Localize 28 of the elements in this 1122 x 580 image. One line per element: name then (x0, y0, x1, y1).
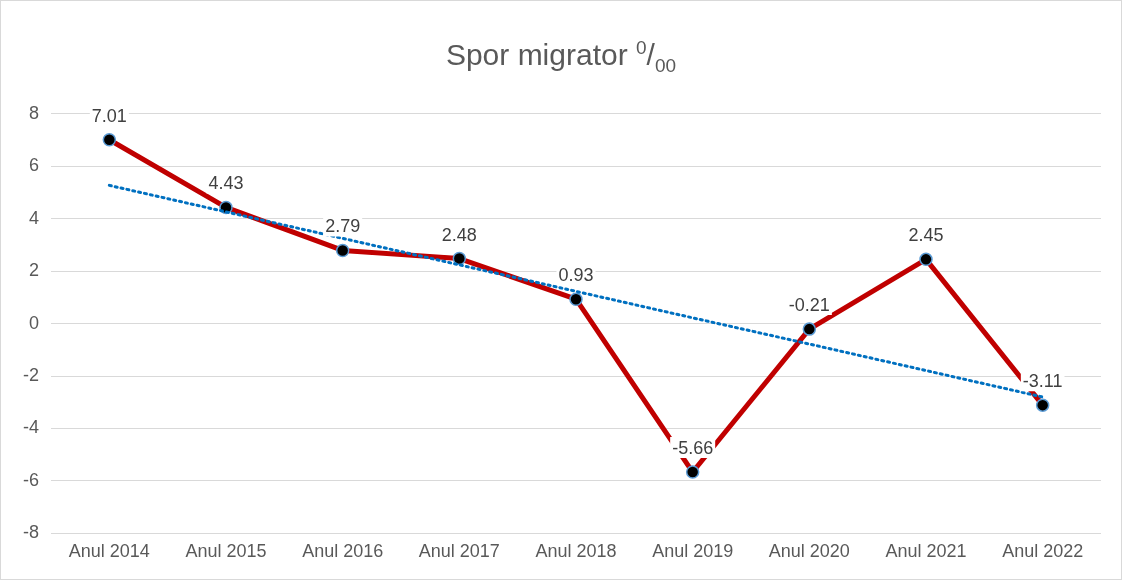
x-tick-label: Anul 2018 (535, 541, 617, 562)
y-tick-label: -6 (22, 469, 39, 490)
x-tick-label: Anul 2022 (1002, 541, 1084, 562)
data-label: 2.48 (441, 224, 477, 245)
x-tick-label: Anul 2014 (68, 541, 150, 562)
y-tick-label: -2 (22, 365, 39, 386)
data-label: 2.79 (325, 216, 361, 237)
x-tick-label: Anul 2021 (885, 541, 967, 562)
x-tick-label: Anul 2016 (302, 541, 384, 562)
data-label: -0.21 (788, 295, 830, 316)
data-label: 2.45 (908, 225, 944, 246)
data-label: 4.43 (208, 173, 244, 194)
y-tick-label: -8 (22, 522, 39, 543)
data-label: 0.93 (558, 265, 594, 286)
x-tick-label: Anul 2019 (652, 541, 734, 562)
y-tick-label: 8 (28, 102, 39, 123)
y-tick-label: 6 (28, 155, 39, 176)
x-tick-label: Anul 2015 (185, 541, 267, 562)
y-tick-label: 4 (28, 207, 39, 228)
x-tick-label: Anul 2017 (418, 541, 500, 562)
chart-title: Spor migrator $^{0}$/$_{00}$ (444, 37, 678, 77)
y-tick-label: -4 (22, 417, 39, 438)
data-label: -5.66 (672, 438, 714, 458)
x-tick-label: Anul 2020 (768, 541, 850, 562)
y-tick-label: 2 (28, 260, 39, 281)
data-label: -3.11 (1022, 371, 1063, 392)
y-tick-label: 0 (28, 312, 39, 333)
data-label: 7.01 (91, 105, 127, 126)
